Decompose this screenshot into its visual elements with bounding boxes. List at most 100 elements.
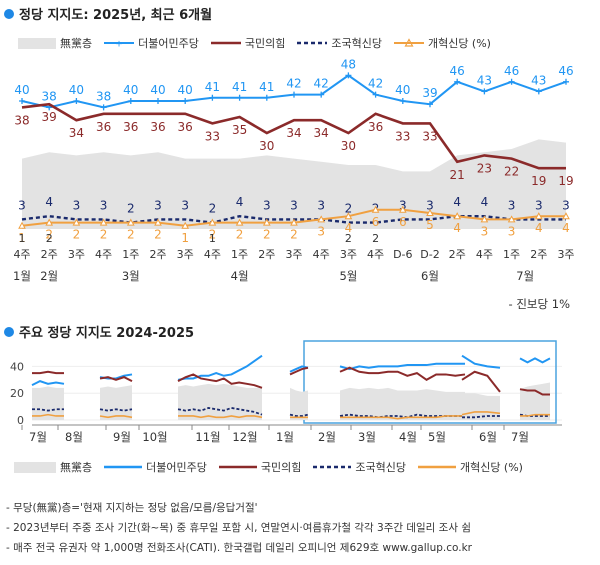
data-label-dp: 38	[96, 89, 111, 103]
month-tick-label: 1월	[276, 430, 294, 444]
legend-item-ppp: 국민의힘	[210, 35, 285, 51]
dp-marker	[427, 101, 433, 108]
legend-swatch-none	[14, 461, 56, 473]
dp-marker	[454, 78, 461, 85]
segment-line-dp	[31, 380, 65, 387]
legend-label-dp: 더불어민주당	[138, 37, 199, 50]
legend-item-rebuild: 조국혁신당	[297, 35, 382, 51]
data-label-dp: 48	[341, 57, 356, 71]
data-label-rebuild: 4	[481, 195, 489, 209]
y-tick-label: 20	[10, 387, 24, 400]
bottom-title-text: 주요 정당 지지도 2024-2025	[19, 326, 195, 341]
legend-label-reform: 개혁신당 (%)	[427, 37, 491, 50]
legend-swatch-rebuild	[297, 41, 328, 45]
data-label-dp: 41	[259, 80, 274, 94]
data-label-rebuild: 3	[535, 198, 543, 212]
month-label: 5월	[339, 269, 357, 283]
segment-line-ppp	[461, 370, 501, 393]
x-tick-label: 4주	[476, 248, 493, 261]
segment-line-dp	[461, 354, 501, 369]
none-area	[22, 139, 566, 229]
data-label-rebuild: 2	[345, 202, 353, 216]
dp-marker	[236, 94, 243, 101]
dp-marker	[318, 91, 325, 98]
segment-line-reform	[32, 413, 64, 417]
sub-mark-label: 1	[19, 232, 26, 245]
data-label-ppp: 36	[178, 120, 193, 134]
data-label-ppp: 19	[558, 174, 573, 188]
x-tick-label: 2주	[530, 248, 547, 261]
bottom-section-title: 주요 정당 지지도 2024-2025	[4, 322, 194, 341]
dp-marker	[19, 98, 25, 104]
segment-line-dp	[519, 357, 551, 364]
dp-marker	[345, 72, 352, 79]
data-label-reform: 1	[18, 231, 26, 245]
segment-line-reform	[99, 415, 133, 419]
data-label-rebuild: 3	[317, 198, 325, 212]
data-label-ppp: 38	[14, 113, 29, 127]
title-bullet-icon	[4, 8, 14, 19]
data-label-rebuild: 4	[45, 195, 53, 209]
legend-item-none: 無黨층	[18, 35, 92, 51]
reform-marker	[126, 218, 135, 226]
data-label-rebuild: 2	[209, 202, 217, 216]
data-label-ppp: 36	[96, 120, 111, 134]
dp-marker	[563, 78, 569, 85]
data-label-ppp: 34	[69, 126, 84, 140]
legend-swatch-rebuild	[313, 465, 352, 469]
reform-marker	[453, 212, 462, 220]
sub-mark-label: 2	[345, 232, 352, 245]
dp-marker	[182, 98, 189, 104]
data-label-ppp: 19	[531, 174, 546, 188]
data-label-rebuild: 3	[426, 198, 434, 212]
data-label-ppp: 34	[314, 126, 329, 140]
data-label-reform: 6	[399, 215, 407, 229]
data-label-rebuild: 2	[127, 202, 135, 216]
dp-marker	[535, 88, 542, 95]
segment-line-rebuild	[99, 408, 133, 412]
data-label-ppp: 36	[123, 120, 138, 134]
data-label-ppp: 35	[232, 123, 247, 137]
reform-marker	[45, 218, 54, 226]
data-label-reform: 6	[372, 215, 380, 229]
reform-marker	[235, 218, 244, 226]
legend-label-none: 無黨층	[60, 37, 93, 50]
month-tick-label: 6월	[479, 430, 497, 444]
bottom-line-chart: 0 20 40 7월 8월 9월 10월 11월 12월 1월 2월 3월 4월 5월 6월 7월	[10, 340, 562, 444]
segment-line-ppp	[177, 373, 263, 389]
month-tick-label: 7월	[29, 430, 47, 444]
top-title-text: 정당 지지도: 2025년, 최근 6개월	[19, 8, 213, 23]
data-label-rebuild: 3	[73, 198, 81, 212]
data-label-rebuild: 4	[236, 195, 244, 209]
svg-text:+: +	[115, 40, 123, 49]
data-label-dp: 41	[232, 80, 247, 94]
data-label-ppp: 30	[341, 139, 356, 153]
month-tick-label: 5월	[428, 430, 446, 444]
reform-marker	[290, 218, 298, 226]
legend-item-rebuild: 조국혁신당	[313, 459, 406, 475]
data-label-rebuild: 4	[453, 195, 461, 209]
dp-marker	[399, 98, 406, 104]
data-label-reform: 2	[154, 228, 162, 242]
data-label-reform: 2	[127, 228, 135, 242]
data-label-dp: 46	[504, 64, 519, 78]
reform-marker	[398, 205, 407, 213]
segment-line-reform	[178, 415, 263, 419]
data-label-dp: 40	[123, 83, 138, 97]
reform-marker	[480, 215, 489, 223]
data-label-ppp: 34	[286, 126, 301, 140]
data-label-rebuild: 3	[154, 198, 162, 212]
legend-item-reform: 개혁신당 (%)	[417, 459, 523, 475]
footnote-line: - 매주 전국 유권자 약 1,000명 전화조사(CATI). 한국갤럽 데일…	[6, 542, 472, 554]
segment-line-ppp	[289, 366, 309, 376]
data-label-ppp: 33	[205, 129, 220, 143]
x-tick-label: 4주	[13, 248, 30, 261]
x-tick-label: 2주	[449, 248, 466, 261]
x-tick-label: 3주	[557, 248, 574, 261]
data-label-dp: 42	[286, 77, 301, 91]
data-label-dp: 42	[314, 77, 329, 91]
none-area-segment	[32, 386, 64, 420]
top-legend: 無黨층 + 더불어민주당 국민의힘 조국혁신당 개혁신당 (%)	[18, 35, 503, 51]
data-label-reform: 5	[426, 218, 434, 232]
data-label-dp: 40	[178, 83, 193, 97]
